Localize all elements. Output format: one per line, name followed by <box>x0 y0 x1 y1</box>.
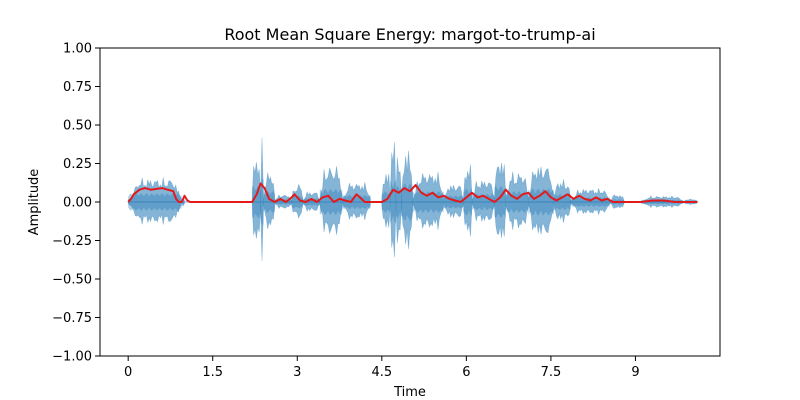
y-tick-label: 0.00 <box>63 196 92 211</box>
y-tick-label: 1.00 <box>63 42 92 57</box>
waveform-segment <box>390 141 397 258</box>
x-tick-label: 0 <box>124 365 132 380</box>
y-tick-label: −1.00 <box>52 350 92 365</box>
y-axis: −1.00 −0.75 −0.50 −0.25 0.00 0.25 0.50 0.75 1.00 <box>52 42 100 365</box>
waveform-segment <box>401 150 413 250</box>
waveform-segment <box>319 166 343 235</box>
x-tick-label: 7.5 <box>541 365 562 380</box>
x-tick-label: 6 <box>462 365 470 380</box>
waveform-segment <box>263 172 275 230</box>
chart-title: Root Mean Square Energy: margot-to-trump… <box>224 25 595 44</box>
waveform-segment <box>412 171 444 230</box>
waveform-segment <box>471 180 495 222</box>
y-tick-label: 0.50 <box>63 119 92 134</box>
waveform-segment <box>251 162 261 239</box>
waveform-segment <box>342 182 371 221</box>
y-tick-label: −0.75 <box>52 311 92 326</box>
y-tick-label: −0.25 <box>52 234 92 249</box>
waveform-segment <box>291 183 304 220</box>
plot-content <box>127 137 698 262</box>
waveform-segment <box>505 171 529 231</box>
y-axis-label: Amplitude <box>27 169 42 236</box>
waveform-segment <box>528 166 554 235</box>
x-axis-label: Time <box>393 385 426 400</box>
waveform-segment <box>443 185 464 219</box>
waveform-segment <box>553 179 571 223</box>
waveform-segment <box>463 164 473 237</box>
x-tick-label: 1.5 <box>202 365 223 380</box>
x-tick-label: 3 <box>293 365 301 380</box>
plot-area <box>127 137 698 262</box>
x-axis: 0 1.5 3 4.5 6 7.5 9 <box>124 356 640 380</box>
y-tick-label: −0.50 <box>52 273 92 288</box>
x-tick-label: 9 <box>631 365 639 380</box>
waveform-segment <box>494 162 506 239</box>
waveform-segment <box>260 137 264 262</box>
y-tick-label: 0.25 <box>63 157 92 172</box>
x-tick-label: 4.5 <box>371 365 392 380</box>
y-tick-label: 0.75 <box>63 80 92 95</box>
rms-energy-line <box>127 182 698 203</box>
